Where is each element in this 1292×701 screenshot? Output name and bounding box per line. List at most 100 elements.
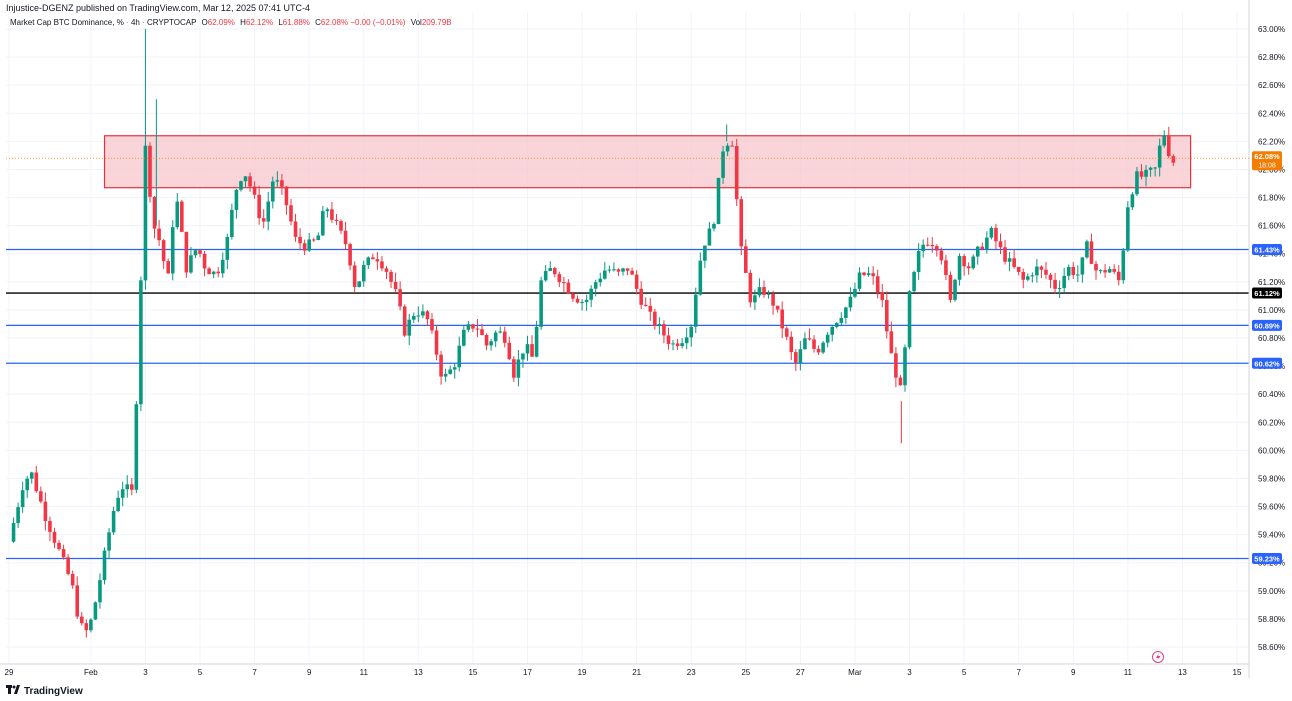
candle-body bbox=[130, 484, 134, 490]
candle-body bbox=[612, 269, 616, 271]
candle-body bbox=[189, 255, 193, 273]
candle-body bbox=[339, 221, 343, 231]
candle-body bbox=[666, 335, 671, 345]
candle-body bbox=[98, 580, 102, 603]
candle-body bbox=[662, 324, 666, 336]
candle-body bbox=[421, 311, 425, 316]
candle-body bbox=[11, 523, 16, 542]
candle-body bbox=[380, 261, 384, 269]
candle-body bbox=[1003, 247, 1007, 262]
candle-body bbox=[566, 282, 571, 294]
candle-body bbox=[448, 369, 452, 374]
candle-body bbox=[216, 271, 221, 274]
time-tick-label: Feb bbox=[84, 668, 98, 677]
candle-body bbox=[275, 180, 280, 182]
level-price-tag bbox=[1252, 357, 1282, 369]
candle-body bbox=[584, 299, 589, 303]
time-axis: 29 Feb 3 5 7 9 11 13 15 17 19 21 23 25 27 Mar 3 5 7 9 11 13 15 bbox=[5, 668, 1242, 677]
candle-body bbox=[207, 268, 211, 275]
time-tick-label: 3 bbox=[143, 668, 148, 677]
candle-body bbox=[466, 324, 471, 330]
price-tick-label: 59.40% bbox=[1258, 531, 1285, 540]
candle-body bbox=[812, 339, 816, 349]
candle-body bbox=[557, 274, 562, 283]
candle-body bbox=[125, 484, 130, 490]
candle-body bbox=[875, 276, 880, 293]
candle-body bbox=[1162, 135, 1167, 146]
candle-body bbox=[411, 315, 416, 320]
candle-body bbox=[775, 305, 780, 310]
candle-body bbox=[434, 330, 439, 355]
price-tick-label: 60.00% bbox=[1258, 446, 1285, 455]
current-price-label: 62.08% bbox=[1254, 152, 1280, 161]
candle-body bbox=[352, 265, 357, 287]
candle-body bbox=[898, 377, 903, 386]
candle-body bbox=[471, 324, 475, 329]
candle-body bbox=[230, 209, 234, 237]
candle-body bbox=[671, 343, 675, 345]
candle-body bbox=[302, 243, 307, 251]
time-tick-label: Mar bbox=[848, 668, 862, 677]
candle-body bbox=[398, 289, 402, 307]
candle-body bbox=[457, 345, 462, 368]
candle-body bbox=[1171, 156, 1176, 163]
candle-body bbox=[525, 344, 530, 354]
flash-icon[interactable] bbox=[1152, 651, 1164, 663]
candle-body bbox=[939, 250, 944, 261]
candle-body bbox=[789, 336, 794, 353]
candle-body bbox=[1103, 270, 1107, 273]
candle-body bbox=[703, 245, 707, 261]
candle-body bbox=[862, 272, 866, 275]
candle-body bbox=[25, 478, 29, 491]
time-tick-label: 7 bbox=[1016, 668, 1021, 677]
time-tick-label: 27 bbox=[796, 668, 805, 677]
candle-body bbox=[639, 288, 643, 305]
candle-body bbox=[653, 311, 657, 326]
candle-body bbox=[698, 260, 703, 295]
candle-body bbox=[616, 269, 621, 272]
candle-body bbox=[521, 353, 525, 360]
price-tick-label: 62.80% bbox=[1258, 53, 1285, 62]
candle-body bbox=[439, 354, 443, 377]
candle-body bbox=[393, 281, 398, 290]
candle-body bbox=[452, 367, 457, 370]
candle-body bbox=[357, 281, 362, 287]
publisher-line: Injustice-DGENZ published on TradingView… bbox=[6, 3, 310, 13]
candle-body bbox=[857, 272, 862, 289]
candle-body bbox=[134, 404, 139, 490]
candle-body bbox=[116, 497, 120, 512]
candle-body bbox=[371, 257, 375, 260]
horizontal-levels bbox=[6, 248, 1249, 560]
candle-body bbox=[334, 219, 339, 222]
candle-body bbox=[1107, 269, 1112, 273]
candle-body bbox=[725, 145, 730, 152]
candle-body bbox=[771, 293, 775, 306]
candle-body bbox=[930, 245, 935, 247]
symbol-name[interactable]: Market Cap BTC Dominance, % bbox=[10, 18, 124, 27]
candle-body bbox=[152, 196, 157, 229]
time-tick-label: 15 bbox=[468, 668, 477, 677]
time-tick-label: 5 bbox=[962, 668, 967, 677]
candle-body bbox=[816, 348, 821, 353]
candle-body bbox=[70, 573, 75, 586]
candle-body bbox=[384, 268, 389, 272]
candle-body bbox=[61, 549, 66, 558]
candle-body bbox=[780, 309, 784, 329]
candle-body bbox=[1135, 171, 1139, 195]
candle-body bbox=[120, 489, 125, 498]
candle-body bbox=[675, 343, 680, 347]
resistance-zone-box bbox=[103, 135, 1192, 189]
candle-body bbox=[689, 326, 694, 338]
candle-body bbox=[971, 256, 976, 269]
tradingview-footer[interactable]: TradingView bbox=[6, 685, 83, 697]
candle-body bbox=[284, 186, 289, 206]
candle-body bbox=[575, 298, 580, 303]
candle-body bbox=[903, 347, 907, 386]
candle-body bbox=[243, 176, 248, 182]
candle-body bbox=[1126, 207, 1130, 251]
candle-body bbox=[534, 326, 539, 357]
level-price-label: 61.12% bbox=[1254, 289, 1280, 298]
candle-body bbox=[1080, 257, 1085, 275]
price-tick-label: 59.80% bbox=[1258, 474, 1285, 483]
